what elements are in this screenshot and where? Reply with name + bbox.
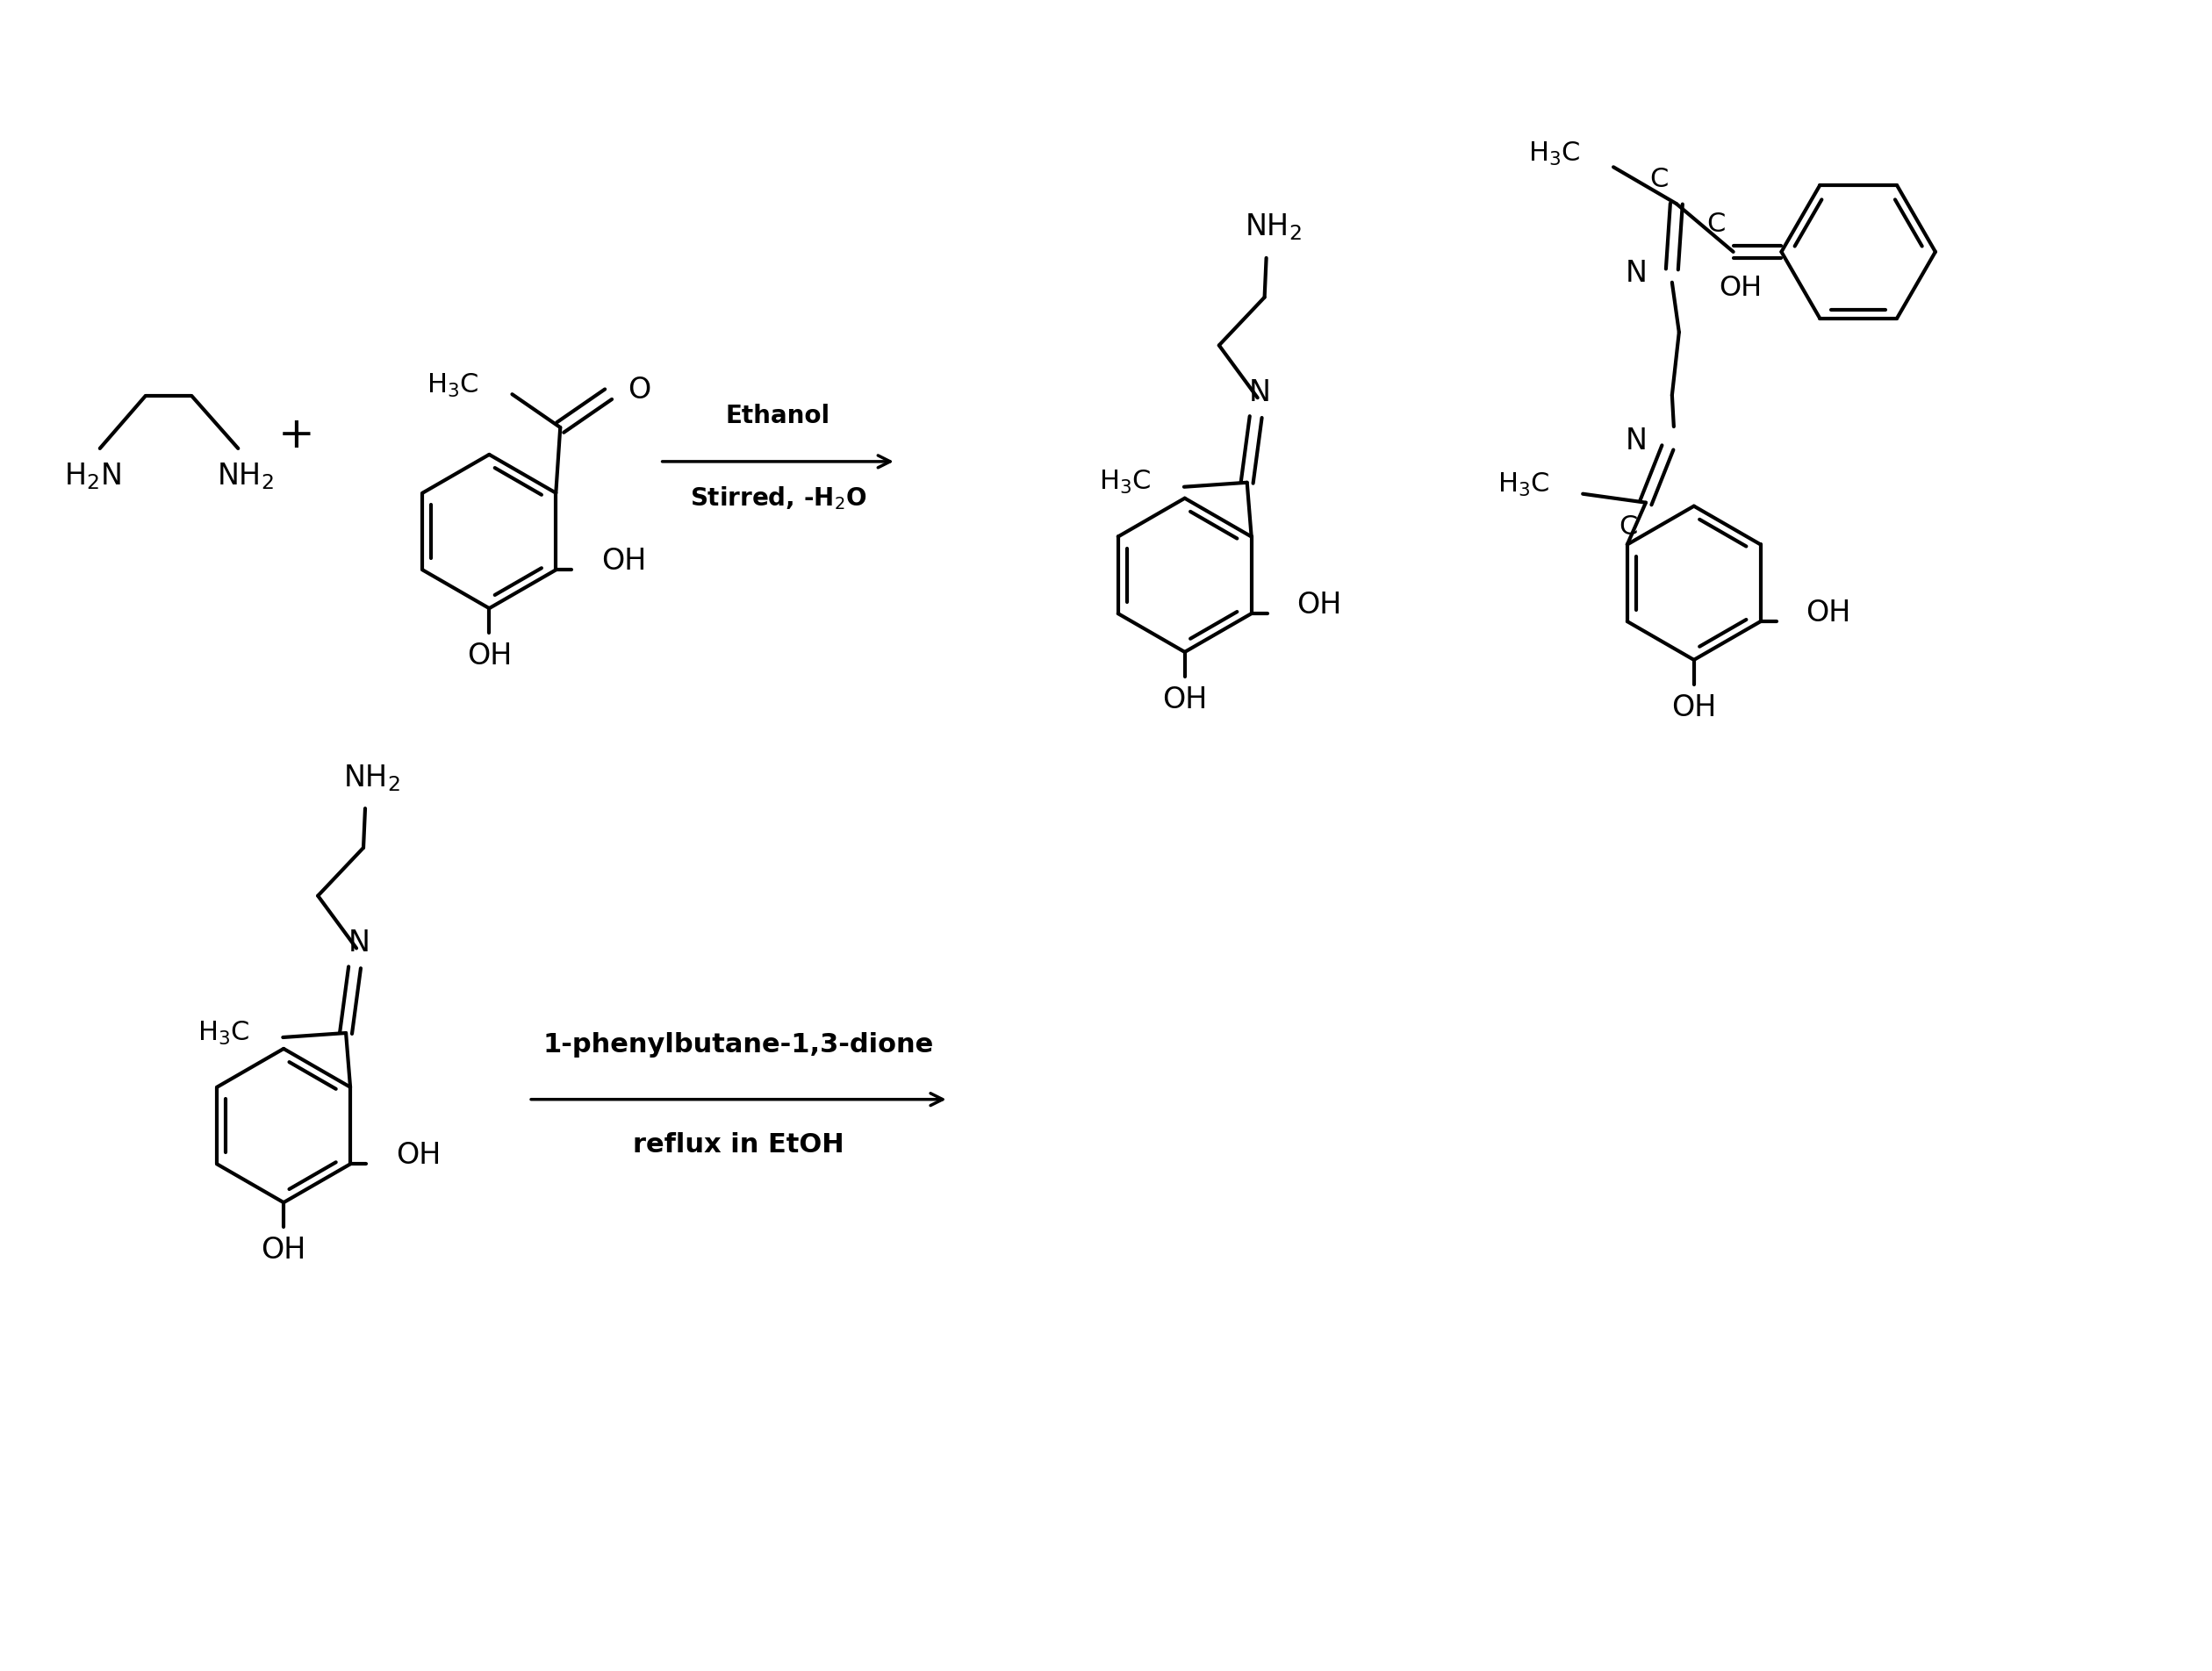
Text: $\mathregular{NH_2}$: $\mathregular{NH_2}$ [343, 762, 400, 794]
Text: OH: OH [1719, 276, 1761, 302]
Text: 1-phenylbutane-1,3-dione: 1-phenylbutane-1,3-dione [544, 1033, 933, 1058]
Text: OH: OH [1161, 685, 1208, 715]
Text: C: C [1650, 167, 1668, 192]
Text: $\mathregular{H_3C}$: $\mathregular{H_3C}$ [1498, 471, 1551, 498]
Text: $\mathregular{H_3C}$: $\mathregular{H_3C}$ [427, 373, 480, 399]
Text: OH: OH [1296, 590, 1343, 620]
Text: C: C [1619, 515, 1637, 540]
Text: OH: OH [1805, 598, 1851, 627]
Text: OH: OH [1672, 693, 1717, 722]
Text: N: N [1250, 378, 1272, 408]
Text: $\mathregular{H_3C}$: $\mathregular{H_3C}$ [1528, 140, 1579, 167]
Text: $\mathregular{H_3C}$: $\mathregular{H_3C}$ [1099, 470, 1150, 496]
Text: OH: OH [467, 642, 511, 670]
Text: N: N [347, 929, 369, 957]
Text: +: + [279, 414, 314, 456]
Text: C: C [1705, 211, 1725, 237]
Text: Ethanol: Ethanol [726, 404, 830, 428]
Text: OH: OH [261, 1237, 305, 1265]
Text: Stirred, -H$_2$O: Stirred, -H$_2$O [690, 485, 867, 511]
Text: OH: OH [602, 546, 646, 575]
Text: $\mathregular{H_2N}$: $\mathregular{H_2N}$ [64, 461, 122, 491]
Text: $\mathregular{NH_2}$: $\mathregular{NH_2}$ [217, 461, 274, 491]
Text: reflux in EtOH: reflux in EtOH [633, 1131, 845, 1158]
Text: $\mathregular{NH_2}$: $\mathregular{NH_2}$ [1245, 212, 1303, 242]
Text: O: O [628, 376, 650, 404]
Text: OH: OH [396, 1141, 440, 1170]
Text: N: N [1626, 428, 1648, 456]
Text: $\mathregular{H_3C}$: $\mathregular{H_3C}$ [197, 1019, 250, 1046]
Text: N: N [1626, 259, 1648, 287]
